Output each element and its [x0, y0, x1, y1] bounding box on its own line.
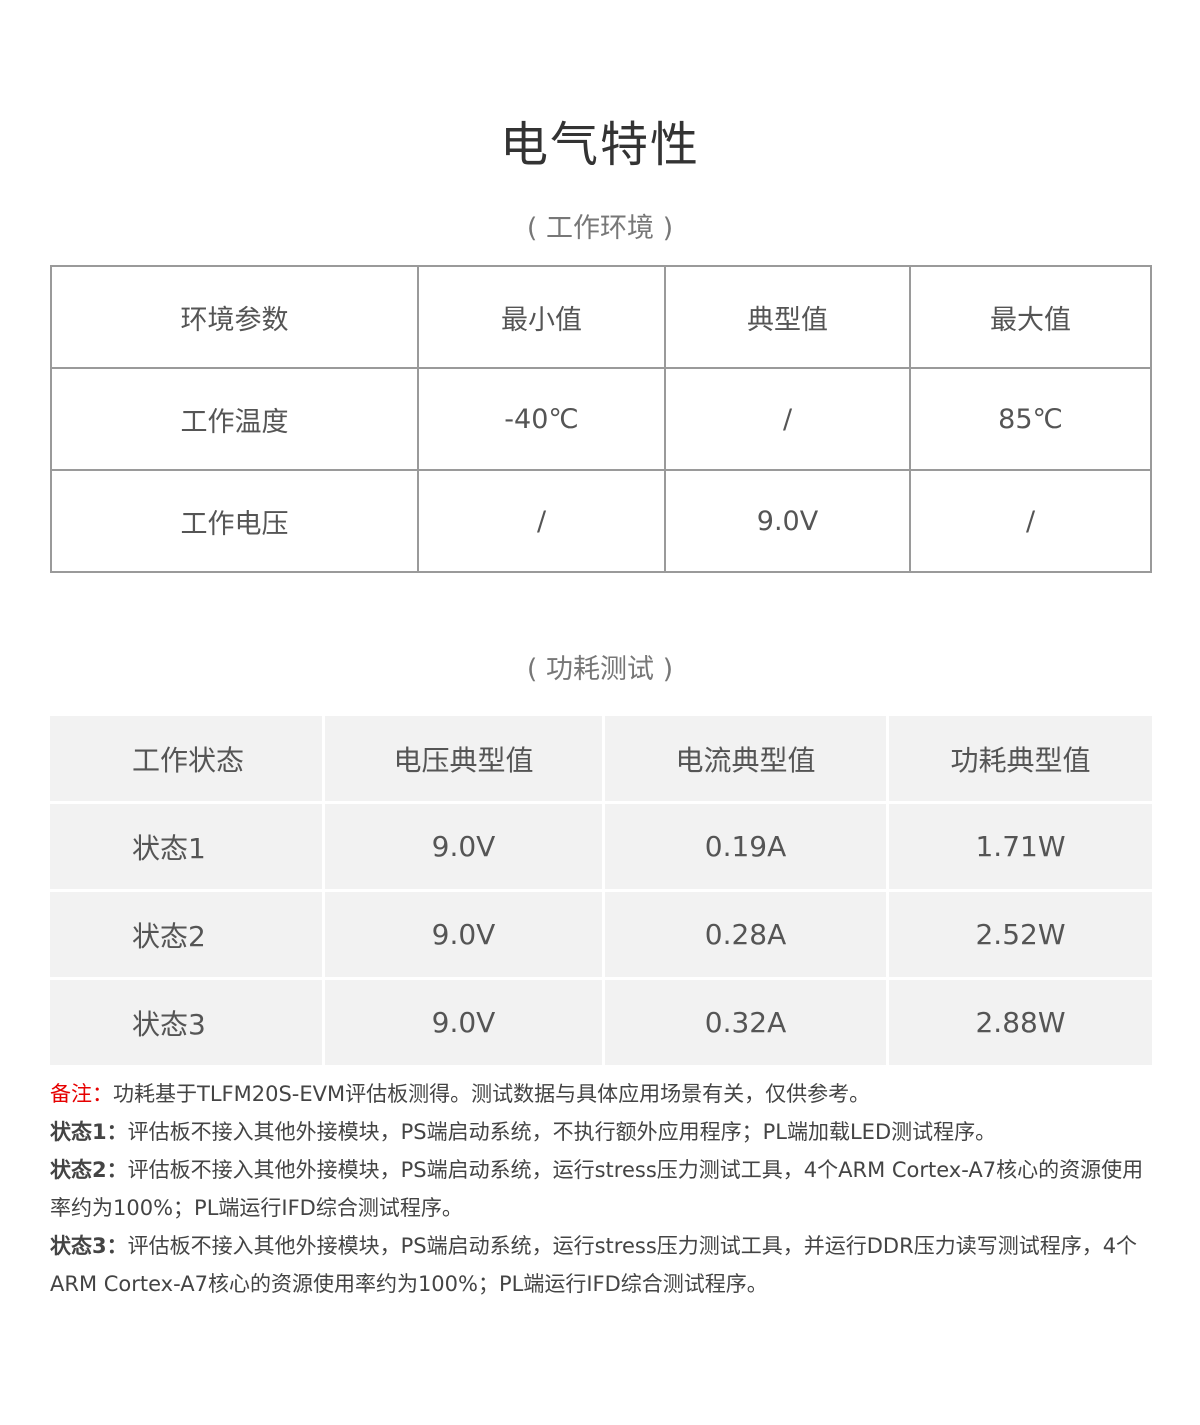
- cell: 工作温度: [50, 367, 419, 471]
- note-text: 评估板不接入其他外接模块，PS端启动系统，运行stress压力测试工具，并运行D…: [50, 1234, 1138, 1296]
- header-cell: 电压典型值: [325, 716, 602, 801]
- note-item: 状态2：评估板不接入其他外接模块，PS端启动系统，运行stress压力测试工具，…: [50, 1151, 1160, 1227]
- cell: /: [664, 367, 911, 471]
- cell: 状态2: [50, 892, 322, 977]
- table-row: 状态3 9.0V 0.32A 2.88W: [50, 980, 1152, 1065]
- table-row: 工作电压 / 9.0V /: [50, 469, 1152, 573]
- table-row: 状态2 9.0V 0.28A 2.52W: [50, 892, 1152, 977]
- cell: /: [417, 469, 666, 573]
- note-label: 状态2：: [50, 1158, 128, 1182]
- table-header-row: 工作状态 电压典型值 电流典型值 功耗典型值: [50, 716, 1152, 801]
- header-cell: 典型值: [664, 265, 911, 369]
- note-text: 评估板不接入其他外接模块，PS端启动系统，运行stress压力测试工具，4个AR…: [50, 1158, 1144, 1220]
- note-item: 状态3：评估板不接入其他外接模块，PS端启动系统，运行stress压力测试工具，…: [50, 1227, 1160, 1303]
- cell: /: [909, 469, 1152, 573]
- cell: 0.32A: [605, 980, 886, 1065]
- environment-table: 环境参数 最小值 典型值 最大值 工作温度 -40℃ / 85℃ 工作电压 / …: [50, 265, 1152, 573]
- header-cell: 功耗典型值: [889, 716, 1152, 801]
- header-cell: 电流典型值: [605, 716, 886, 801]
- table-row: 状态1 9.0V 0.19A 1.71W: [50, 804, 1152, 889]
- page-title: 电气特性: [499, 117, 700, 173]
- cell: 9.0V: [664, 469, 911, 573]
- note-item: 状态1：评估板不接入其他外接模块，PS端启动系统，不执行额外应用程序；PL端加载…: [50, 1113, 1160, 1151]
- header-cell: 工作状态: [50, 716, 322, 801]
- cell: 0.28A: [605, 892, 886, 977]
- table-header-row: 环境参数 最小值 典型值 最大值: [50, 265, 1152, 369]
- cell: 2.52W: [889, 892, 1152, 977]
- table-row: 工作温度 -40℃ / 85℃: [50, 367, 1152, 471]
- power-table: 工作状态 电压典型值 电流典型值 功耗典型值 状态1 9.0V 0.19A 1.…: [47, 713, 1155, 1068]
- power-subtitle: ( 功耗测试 ): [526, 654, 674, 685]
- cell: 9.0V: [325, 892, 602, 977]
- cell: 9.0V: [325, 804, 602, 889]
- cell: 状态1: [50, 804, 322, 889]
- cell: 工作电压: [50, 469, 419, 573]
- cell: 85℃: [909, 367, 1152, 471]
- cell: 2.88W: [889, 980, 1152, 1065]
- note-label: 状态3：: [50, 1234, 128, 1258]
- cell: 1.71W: [889, 804, 1152, 889]
- cell: 0.19A: [605, 804, 886, 889]
- cell: -40℃: [417, 367, 666, 471]
- header-cell: 最大值: [909, 265, 1152, 369]
- env-subtitle: ( 工作环境 ): [526, 213, 674, 244]
- header-cell: 环境参数: [50, 265, 419, 369]
- cell: 9.0V: [325, 980, 602, 1065]
- remark-label: 备注：: [50, 1082, 113, 1106]
- note-label: 状态1：: [50, 1120, 128, 1144]
- cell: 状态3: [50, 980, 322, 1065]
- remark: 备注：功耗基于TLFM20S-EVM评估板测得。测试数据与具体应用场景有关，仅供…: [50, 1075, 1160, 1113]
- header-cell: 最小值: [417, 265, 666, 369]
- note-text: 评估板不接入其他外接模块，PS端启动系统，不执行额外应用程序；PL端加载LED测…: [127, 1120, 997, 1144]
- notes: 备注：功耗基于TLFM20S-EVM评估板测得。测试数据与具体应用场景有关，仅供…: [50, 1075, 1160, 1303]
- remark-text: 功耗基于TLFM20S-EVM评估板测得。测试数据与具体应用场景有关，仅供参考。: [113, 1082, 871, 1106]
